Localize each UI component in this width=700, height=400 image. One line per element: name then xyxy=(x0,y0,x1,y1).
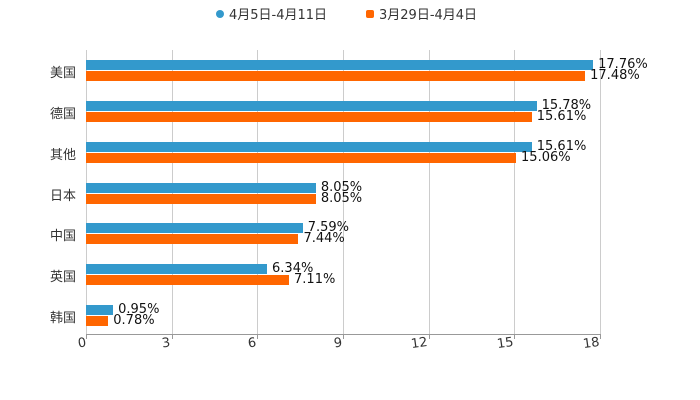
data-label: 17.76% xyxy=(598,57,648,73)
bar-series-2[interactable] xyxy=(86,152,517,163)
bar-series-1[interactable] xyxy=(86,223,303,234)
x-tick-label: 12 xyxy=(410,334,429,353)
gridline xyxy=(257,50,258,335)
data-label: 15.06% xyxy=(521,149,571,165)
data-label: 0.78% xyxy=(113,312,155,328)
x-tick xyxy=(514,334,515,339)
data-label: 7.11% xyxy=(294,271,336,287)
bar-series-1[interactable] xyxy=(86,263,268,274)
gridline xyxy=(514,50,515,335)
category-label: 英国 xyxy=(50,269,77,285)
bar-series-1[interactable] xyxy=(86,182,316,193)
data-label: 6.34% xyxy=(272,260,314,276)
data-label: 15.61% xyxy=(536,138,587,154)
x-tick xyxy=(600,334,601,339)
gridline xyxy=(429,50,430,335)
data-label: 15.61% xyxy=(536,109,587,125)
bar-series-1[interactable] xyxy=(86,60,594,71)
data-label: 8.05% xyxy=(320,190,363,206)
data-label: 7.59% xyxy=(307,220,350,236)
bar-series-2[interactable] xyxy=(86,274,290,285)
data-label: 15.78% xyxy=(541,98,592,114)
category-label: 德国 xyxy=(50,107,77,123)
x-tick xyxy=(343,334,344,339)
gridline xyxy=(86,50,87,335)
bar-series-2[interactable] xyxy=(86,112,532,123)
x-tick xyxy=(429,334,430,339)
x-tick-label: 15 xyxy=(496,334,515,353)
category-label: 中国 xyxy=(50,229,77,245)
legend-item-series-2[interactable]: 3月29日-4月4日 xyxy=(366,4,477,23)
x-tick xyxy=(257,334,258,339)
data-label: 17.48% xyxy=(590,68,640,84)
legend-item-series-1[interactable]: 4月5日-4月11日 xyxy=(216,4,327,23)
circle-marker-icon xyxy=(216,9,224,18)
x-tick-label: 3 xyxy=(160,335,172,352)
chart-legend: 4月5日-4月11日 3月29日-4月4日 xyxy=(0,4,700,23)
x-tick-label: 6 xyxy=(246,335,258,352)
bar-series-2[interactable] xyxy=(86,193,316,204)
bar-series-2[interactable] xyxy=(86,234,299,245)
data-label: 0.95% xyxy=(118,301,160,317)
data-label: 8.05% xyxy=(320,179,363,195)
gridline xyxy=(343,50,344,335)
gridline xyxy=(600,50,601,335)
square-marker-icon xyxy=(366,9,374,18)
bar-series-1[interactable] xyxy=(86,141,532,152)
category-label: 日本 xyxy=(50,188,77,204)
category-label: 美国 xyxy=(50,66,77,82)
x-tick xyxy=(86,334,87,339)
category-label: 韩国 xyxy=(50,310,77,326)
legend-label: 3月29日-4月4日 xyxy=(379,8,478,23)
bar-series-1[interactable] xyxy=(86,101,537,112)
bar-series-2[interactable] xyxy=(86,71,586,82)
bar-series-1[interactable] xyxy=(86,304,114,315)
x-tick-label: 9 xyxy=(332,335,344,352)
legend-label: 4月5日-4月11日 xyxy=(229,8,328,23)
gridline xyxy=(172,50,173,335)
x-tick-label: 18 xyxy=(582,334,601,353)
bar-series-2[interactable] xyxy=(86,315,109,326)
category-label: 其他 xyxy=(50,147,77,163)
x-tick xyxy=(172,334,173,339)
data-label: 7.44% xyxy=(303,231,345,247)
